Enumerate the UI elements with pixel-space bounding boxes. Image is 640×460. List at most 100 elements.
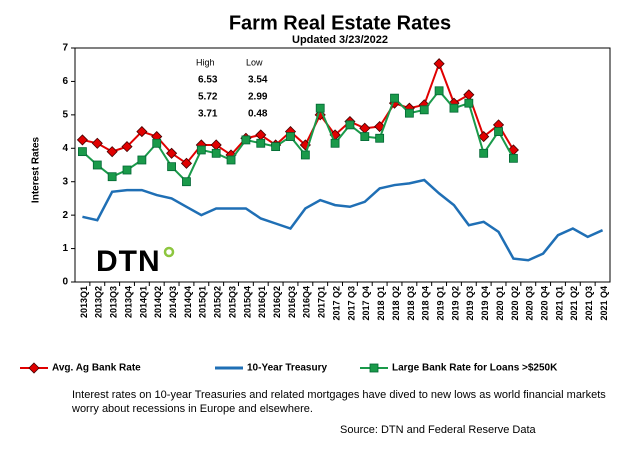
data-point bbox=[375, 133, 385, 143]
data-point bbox=[360, 132, 370, 141]
x-tick-label: 2020 Q1 bbox=[495, 286, 505, 321]
x-tick-label: 2016Q2 bbox=[272, 286, 282, 318]
series-line bbox=[82, 178, 604, 262]
data-point bbox=[166, 147, 178, 159]
data-point bbox=[374, 120, 386, 133]
y-tick-label: 6 bbox=[62, 76, 68, 87]
table-value: 0.48 bbox=[248, 109, 268, 120]
x-tick-label: 2013Q4 bbox=[123, 286, 133, 318]
legend-label: Avg. Ag Bank Rate bbox=[52, 363, 141, 374]
x-tick-label: 2018 Q4 bbox=[421, 286, 431, 321]
y-tick-label: 4 bbox=[62, 143, 68, 154]
data-point bbox=[122, 165, 132, 175]
y-tick-label: 5 bbox=[62, 109, 68, 120]
x-tick-label: 2020 Q4 bbox=[540, 286, 550, 321]
x-tick-label: 2016Q3 bbox=[287, 286, 297, 318]
x-tick-label: 2019 Q3 bbox=[465, 286, 475, 321]
x-tick-label: 2015Q4 bbox=[242, 286, 252, 318]
data-point bbox=[478, 131, 490, 143]
y-axis-label: Interest Rates bbox=[31, 136, 42, 203]
x-tick-label: 2017 Q4 bbox=[361, 286, 371, 321]
x-tick-label: 2013Q1 bbox=[79, 286, 89, 318]
x-tick-label: 2019 Q1 bbox=[435, 286, 445, 321]
data-point bbox=[315, 103, 325, 113]
data-point bbox=[226, 155, 236, 165]
x-tick-label: 2021 Q4 bbox=[599, 286, 609, 321]
x-tick-label: 2014Q4 bbox=[183, 286, 193, 318]
legend-label: 10-Year Treasury bbox=[247, 363, 327, 374]
x-tick-label: 2019 Q4 bbox=[480, 286, 490, 321]
data-point bbox=[106, 146, 118, 158]
x-tick-label: 2019 Q2 bbox=[450, 286, 460, 321]
table-value: 6.53 bbox=[198, 75, 218, 86]
data-point bbox=[433, 58, 445, 70]
data-point bbox=[196, 145, 206, 155]
x-tick-label: 2015Q1 bbox=[198, 286, 208, 318]
data-point bbox=[509, 153, 518, 163]
x-tick-label: 2021 Q3 bbox=[584, 286, 594, 321]
y-tick-label: 2 bbox=[62, 210, 68, 221]
x-tick-label: 2014Q3 bbox=[168, 286, 178, 318]
data-point bbox=[286, 132, 295, 141]
x-tick-label: 2020 Q2 bbox=[510, 286, 520, 321]
table-value: 3.71 bbox=[198, 109, 218, 120]
data-point bbox=[182, 177, 191, 187]
legend-marker bbox=[28, 362, 40, 374]
x-tick-label: 2018 Q3 bbox=[406, 286, 416, 321]
x-tick-label: 2017 Q2 bbox=[331, 286, 341, 321]
x-tick-label: 2015Q2 bbox=[213, 286, 223, 318]
table-value: 2.99 bbox=[248, 92, 268, 103]
data-point bbox=[241, 135, 251, 145]
data-point bbox=[92, 160, 102, 170]
data-point bbox=[136, 126, 148, 138]
x-tick-label: 2021 Q1 bbox=[554, 286, 564, 321]
y-tick-label: 1 bbox=[62, 243, 68, 254]
data-point bbox=[211, 148, 221, 158]
data-point bbox=[152, 138, 162, 148]
data-point bbox=[76, 134, 88, 146]
table-value: 5.72 bbox=[198, 92, 218, 103]
x-tick-label: 2018 Q2 bbox=[391, 286, 401, 321]
data-point bbox=[121, 141, 133, 153]
data-point bbox=[180, 157, 193, 169]
x-tick-label: 2013Q3 bbox=[109, 286, 119, 318]
data-point bbox=[419, 105, 429, 115]
data-point bbox=[494, 127, 503, 136]
legend-marker bbox=[369, 363, 379, 373]
data-point bbox=[256, 138, 266, 148]
chart-title: Farm Real Estate Rates bbox=[229, 12, 451, 34]
footnote: Interest rates on 10-year Treasuries and… bbox=[72, 389, 606, 401]
logo-dot bbox=[163, 246, 175, 258]
data-point bbox=[107, 172, 117, 182]
legend-label: Large Bank Rate for Loans >$250K bbox=[392, 363, 558, 374]
x-tick-label: 2020 Q3 bbox=[525, 286, 535, 321]
data-point bbox=[345, 120, 355, 130]
data-point bbox=[434, 86, 444, 96]
y-tick-label: 0 bbox=[62, 277, 68, 288]
data-point bbox=[464, 98, 474, 108]
x-tick-label: 2014Q1 bbox=[138, 286, 148, 318]
y-tick-label: 3 bbox=[62, 176, 68, 187]
footnote: worry about recessions in Europe and els… bbox=[71, 403, 313, 415]
data-point bbox=[449, 103, 459, 113]
data-point bbox=[300, 150, 310, 160]
table-header: High bbox=[196, 57, 215, 67]
data-point bbox=[404, 108, 414, 118]
x-tick-label: 2014Q2 bbox=[153, 286, 163, 318]
data-point bbox=[167, 162, 176, 172]
table-background bbox=[186, 54, 278, 122]
data-point bbox=[91, 137, 103, 149]
y-tick-label: 7 bbox=[62, 43, 68, 54]
data-point bbox=[78, 147, 87, 157]
x-tick-label: 2018 Q1 bbox=[376, 286, 386, 321]
x-tick-label: 2015Q3 bbox=[227, 286, 237, 318]
data-point bbox=[479, 148, 489, 158]
data-point bbox=[271, 142, 281, 152]
data-point bbox=[137, 155, 147, 165]
x-tick-label: 2021 Q2 bbox=[569, 286, 579, 321]
x-tick-label: 2017 Q3 bbox=[346, 286, 356, 321]
x-tick-label: 2016Q1 bbox=[257, 286, 267, 318]
logo: DTN bbox=[96, 245, 161, 278]
